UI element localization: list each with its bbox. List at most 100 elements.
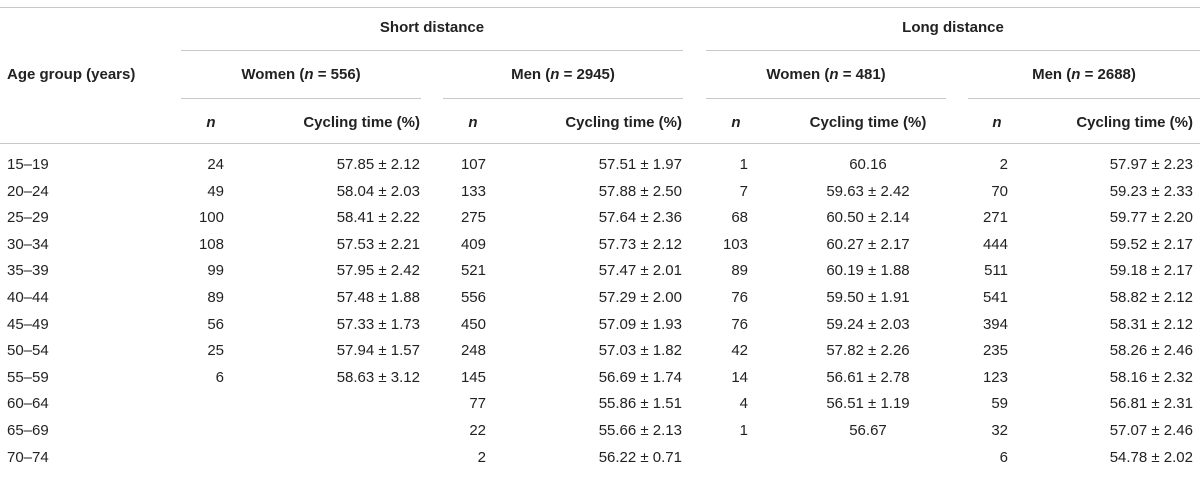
top-rule (0, 7, 1200, 8)
long-women-time-cell: 57.82 ± 2.26 (826, 342, 910, 359)
short-women-n-cell: 6 (215, 369, 224, 386)
short-men-n-cell: 145 (460, 369, 486, 386)
short-men-n-cell: 22 (469, 422, 486, 439)
short-men-time-cell: 56.69 ± 1.74 (598, 369, 682, 386)
table-row: 65–69 22 55.66 ± 2.13 1 56.67 32 57.07 ± 2.46 (0, 419, 1200, 443)
short-women-time-cell: 57.85 ± 2.12 (336, 156, 420, 173)
long-distance-rule (706, 50, 1200, 51)
short-men-time-cell: 57.64 ± 2.36 (598, 209, 682, 226)
long-men-time-cell: 58.26 ± 2.46 (1109, 342, 1193, 359)
short-women-time-cell: 57.33 ± 1.73 (336, 316, 420, 333)
age-group-cell: 70–74 (7, 449, 49, 466)
long-men-n-cell: 32 (991, 422, 1008, 439)
short-men-n-cell: 2 (477, 449, 486, 466)
long-men-time-cell: 59.18 ± 2.17 (1109, 262, 1193, 279)
table-row: 50–54 25 57.94 ± 1.57 248 57.03 ± 1.82 42 57.8… (0, 339, 1200, 363)
age-group-cell: 25–29 (7, 209, 49, 226)
short-women-n-cell: 25 (207, 342, 224, 359)
header-bottom-rule (0, 143, 1200, 144)
short-women-n-cell: 108 (198, 236, 224, 253)
table-row: 25–29 100 58.41 ± 2.22 275 57.64 ± 2.36 68 60.… (0, 206, 1200, 230)
long-men-time-cell: 59.52 ± 2.17 (1109, 236, 1193, 253)
long-women-n-cell: 89 (731, 262, 748, 279)
table-row: 60–64 77 55.86 ± 1.51 4 56.51 ± 1.19 59 56.81 … (0, 392, 1200, 416)
long-men-time-cell: 59.23 ± 2.33 (1109, 183, 1193, 200)
long-men-n-header: n (992, 114, 1002, 131)
table-row: 40–44 89 57.48 ± 1.88 556 57.29 ± 2.00 76 59.5… (0, 286, 1200, 310)
table-row: 70–74 2 56.22 ± 0.71 6 54.78 ± 2.02 (0, 446, 1200, 470)
short-women-cycling-header: Cycling time (%) (303, 114, 420, 131)
short-distance-header: Short distance (379, 19, 485, 36)
long-women-n-cell: 76 (731, 289, 748, 306)
short-women-time-cell: 58.04 ± 2.03 (336, 183, 420, 200)
short-women-n-cell: 100 (198, 209, 224, 226)
age-group-cell: 35–39 (7, 262, 49, 279)
short-women-n-cell: 99 (207, 262, 224, 279)
short-men-n-cell: 107 (460, 156, 486, 173)
long-women-n-cell: 1 (739, 422, 748, 439)
long-men-n-cell: 541 (982, 289, 1008, 306)
short-women-time-cell: 57.95 ± 2.42 (336, 262, 420, 279)
short-men-time-cell: 57.88 ± 2.50 (598, 183, 682, 200)
long-women-n-cell: 14 (731, 369, 748, 386)
table-row: 35–39 99 57.95 ± 2.42 521 57.47 ± 2.01 89 60.1… (0, 259, 1200, 283)
long-women-time-cell: 59.63 ± 2.42 (826, 183, 910, 200)
age-group-cell: 45–49 (7, 316, 49, 333)
long-women-time-cell: 59.50 ± 1.91 (826, 289, 910, 306)
short-women-time-cell: 57.53 ± 2.21 (336, 236, 420, 253)
short-men-header: Men (n = 2945) (511, 66, 615, 83)
long-men-time-cell: 58.82 ± 2.12 (1109, 289, 1193, 306)
age-group-cell: 15–19 (7, 156, 49, 173)
age-group-cell: 55–59 (7, 369, 49, 386)
long-men-header: Men (n = 2688) (1032, 66, 1136, 83)
short-women-n-cell: 89 (207, 289, 224, 306)
long-men-time-cell: 58.31 ± 2.12 (1109, 316, 1193, 333)
long-men-time-cell: 54.78 ± 2.02 (1109, 449, 1193, 466)
long-men-n-cell: 2 (999, 156, 1008, 173)
table-row: 30–34 108 57.53 ± 2.21 409 57.73 ± 2.12 103 60… (0, 233, 1200, 257)
long-distance-header: Long distance (902, 19, 1004, 36)
long-women-n-cell: 7 (739, 183, 748, 200)
short-men-n-cell: 77 (469, 395, 486, 412)
long-women-time-cell: 60.27 ± 2.17 (826, 236, 910, 253)
short-women-time-cell: 58.41 ± 2.22 (336, 209, 420, 226)
short-distance-rule (181, 50, 683, 51)
long-men-n-cell: 123 (982, 369, 1008, 386)
long-women-n-cell: 103 (722, 236, 748, 253)
short-men-n-cell: 133 (460, 183, 486, 200)
short-men-time-cell: 55.66 ± 2.13 (598, 422, 682, 439)
short-men-time-cell: 57.09 ± 1.93 (598, 316, 682, 333)
long-women-n-cell: 68 (731, 209, 748, 226)
long-women-time-cell: 56.61 ± 2.78 (826, 369, 910, 386)
short-men-n-cell: 275 (460, 209, 486, 226)
short-men-n-cell: 521 (460, 262, 486, 279)
long-women-time-cell: 56.51 ± 1.19 (826, 395, 910, 412)
short-men-time-cell: 57.51 ± 1.97 (598, 156, 682, 173)
long-women-n-cell: 4 (739, 395, 748, 412)
long-men-n-cell: 511 (984, 262, 1008, 279)
age-group-cell: 50–54 (7, 342, 49, 359)
short-women-rule (181, 98, 421, 99)
short-men-time-cell: 57.03 ± 1.82 (598, 342, 682, 359)
age-group-cell: 40–44 (7, 289, 49, 306)
short-men-rule (443, 98, 683, 99)
short-men-time-cell: 56.22 ± 0.71 (598, 449, 682, 466)
short-men-n-cell: 556 (460, 289, 486, 306)
long-women-n-cell: 42 (731, 342, 748, 359)
long-men-time-cell: 57.97 ± 2.23 (1109, 156, 1193, 173)
short-women-header: Women (n = 556) (241, 66, 361, 83)
short-men-time-cell: 57.73 ± 2.12 (598, 236, 682, 253)
short-men-n-cell: 248 (460, 342, 486, 359)
long-men-time-cell: 58.16 ± 2.32 (1109, 369, 1193, 386)
long-women-n-cell: 76 (731, 316, 748, 333)
long-women-time-cell: 56.67 (849, 422, 887, 439)
short-women-time-cell: 57.48 ± 1.88 (336, 289, 420, 306)
long-men-rule (968, 98, 1200, 99)
long-men-time-cell: 57.07 ± 2.46 (1109, 422, 1193, 439)
long-men-n-cell: 59 (991, 395, 1008, 412)
long-women-time-cell: 59.24 ± 2.03 (826, 316, 910, 333)
short-men-time-cell: 57.29 ± 2.00 (598, 289, 682, 306)
short-men-time-cell: 57.47 ± 2.01 (598, 262, 682, 279)
short-women-n-cell: 49 (207, 183, 224, 200)
